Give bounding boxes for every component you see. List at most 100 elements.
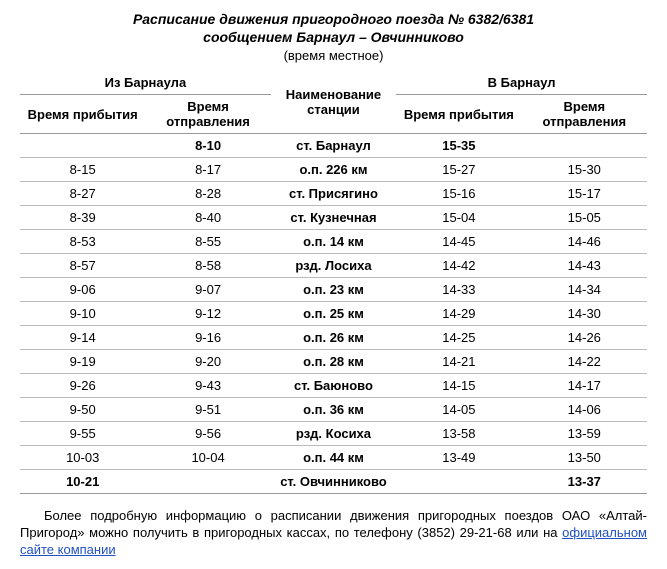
cell-arrival-from (20, 134, 145, 158)
title-block: Расписание движения пригородного поезда … (20, 10, 647, 63)
cell-departure-to: 14-34 (522, 278, 647, 302)
cell-station: о.п. 23 км (271, 278, 396, 302)
cell-arrival-from: 8-53 (20, 230, 145, 254)
cell-departure-from: 8-28 (145, 182, 270, 206)
cell-departure-to: 13-59 (522, 422, 647, 446)
table-row: 9-269-43ст. Баюново14-1514-17 (20, 374, 647, 398)
cell-departure-from: 8-17 (145, 158, 270, 182)
cell-departure-to: 14-26 (522, 326, 647, 350)
table-row: 10-21 ст. Овчинниково 13-37 (20, 470, 647, 494)
cell-arrival-to: 14-42 (396, 254, 521, 278)
timetable: Из Барнаула Наименование станции В Барна… (20, 71, 647, 494)
table-row: 9-559-56рзд. Косиха13-5813-59 (20, 422, 647, 446)
cell-station: о.п. 14 км (271, 230, 396, 254)
cell-arrival-to: 14-33 (396, 278, 521, 302)
cell-arrival-to: 13-49 (396, 446, 521, 470)
cell-departure-to: 14-30 (522, 302, 647, 326)
hdr-to: В Барнаул (396, 71, 647, 95)
cell-arrival-to: 14-45 (396, 230, 521, 254)
cell-station: о.п. 28 км (271, 350, 396, 374)
cell-arrival-from: 8-27 (20, 182, 145, 206)
cell-station: о.п. 25 км (271, 302, 396, 326)
cell-arrival-from: 9-14 (20, 326, 145, 350)
cell-station: рзд. Лосиха (271, 254, 396, 278)
cell-departure-from: 9-20 (145, 350, 270, 374)
title-sub: (время местное) (20, 48, 647, 63)
cell-arrival-to: 14-25 (396, 326, 521, 350)
cell-station: о.п. 226 км (271, 158, 396, 182)
cell-departure-from: 10-04 (145, 446, 270, 470)
cell-departure-from: 9-16 (145, 326, 270, 350)
cell-departure-from: 9-51 (145, 398, 270, 422)
cell-station: ст. Овчинниково (271, 470, 396, 494)
title-line2: сообщением Барнаул – Овчинниково (20, 28, 647, 46)
cell-arrival-to: 15-27 (396, 158, 521, 182)
hdr-departure-2: Время отправления (522, 95, 647, 134)
cell-arrival-from: 9-50 (20, 398, 145, 422)
table-row: 9-069-07о.п. 23 км14-3314-34 (20, 278, 647, 302)
cell-departure-to: 14-17 (522, 374, 647, 398)
cell-arrival-from: 9-26 (20, 374, 145, 398)
table-row: 9-509-51о.п. 36 км14-0514-06 (20, 398, 647, 422)
table-row: 9-199-20о.п. 28 км14-2114-22 (20, 350, 647, 374)
cell-station: рзд. Косиха (271, 422, 396, 446)
cell-arrival-from: 10-21 (20, 470, 145, 494)
cell-arrival-to: 14-29 (396, 302, 521, 326)
cell-departure-to: 15-17 (522, 182, 647, 206)
cell-arrival-from: 9-06 (20, 278, 145, 302)
table-header: Из Барнаула Наименование станции В Барна… (20, 71, 647, 134)
hdr-departure-1: Время отправления (145, 95, 270, 134)
hdr-arrival-1: Время прибытия (20, 95, 145, 134)
cell-station: ст. Барнаул (271, 134, 396, 158)
cell-arrival-from: 8-57 (20, 254, 145, 278)
cell-departure-from: 9-56 (145, 422, 270, 446)
table-row: 8-578-58рзд. Лосиха14-4214-43 (20, 254, 647, 278)
cell-arrival-from: 9-19 (20, 350, 145, 374)
cell-departure-to (522, 134, 647, 158)
table-row: 8-538-55о.п. 14 км14-4514-46 (20, 230, 647, 254)
table-row: 8-278-28ст. Присягино15-1615-17 (20, 182, 647, 206)
cell-departure-from: 9-43 (145, 374, 270, 398)
cell-station: о.п. 36 км (271, 398, 396, 422)
cell-station: о.п. 44 км (271, 446, 396, 470)
cell-departure-to: 14-43 (522, 254, 647, 278)
table-row: 9-109-12о.п. 25 км14-2914-30 (20, 302, 647, 326)
cell-station: ст. Кузнечная (271, 206, 396, 230)
cell-station: ст. Баюново (271, 374, 396, 398)
table-row: 9-149-16о.п. 26 км14-2514-26 (20, 326, 647, 350)
cell-departure-to: 13-50 (522, 446, 647, 470)
cell-departure-to: 14-06 (522, 398, 647, 422)
cell-departure-to: 14-22 (522, 350, 647, 374)
cell-departure-to: 13-37 (522, 470, 647, 494)
cell-departure-to: 14-46 (522, 230, 647, 254)
cell-arrival-to: 14-21 (396, 350, 521, 374)
table-row: 8-10ст. Барнаул15-35 (20, 134, 647, 158)
cell-arrival-to (396, 470, 521, 494)
cell-arrival-to: 14-05 (396, 398, 521, 422)
hdr-arrival-2: Время прибытия (396, 95, 521, 134)
cell-departure-to: 15-05 (522, 206, 647, 230)
table-row: 8-398-40ст. Кузнечная15-0415-05 (20, 206, 647, 230)
hdr-from: Из Барнаула (20, 71, 271, 95)
cell-departure-from: 8-10 (145, 134, 270, 158)
cell-arrival-from: 9-10 (20, 302, 145, 326)
hdr-station: Наименование станции (271, 71, 396, 134)
cell-departure-from: 8-58 (145, 254, 270, 278)
table-row: 10-0310-04о.п. 44 км13-4913-50 (20, 446, 647, 470)
cell-departure-from: 8-55 (145, 230, 270, 254)
cell-station: ст. Присягино (271, 182, 396, 206)
cell-arrival-to: 15-35 (396, 134, 521, 158)
cell-departure-from: 9-12 (145, 302, 270, 326)
footer-text: Более подробную информацию о расписании … (20, 508, 647, 559)
title-line1: Расписание движения пригородного поезда … (20, 10, 647, 28)
cell-departure-from: 8-40 (145, 206, 270, 230)
cell-departure-to: 15-30 (522, 158, 647, 182)
cell-arrival-from: 10-03 (20, 446, 145, 470)
cell-arrival-to: 14-15 (396, 374, 521, 398)
cell-arrival-to: 15-16 (396, 182, 521, 206)
table-row: 8-158-17о.п. 226 км15-2715-30 (20, 158, 647, 182)
cell-arrival-from: 9-55 (20, 422, 145, 446)
cell-departure-from: 9-07 (145, 278, 270, 302)
cell-station: о.п. 26 км (271, 326, 396, 350)
cell-departure-from (145, 470, 270, 494)
